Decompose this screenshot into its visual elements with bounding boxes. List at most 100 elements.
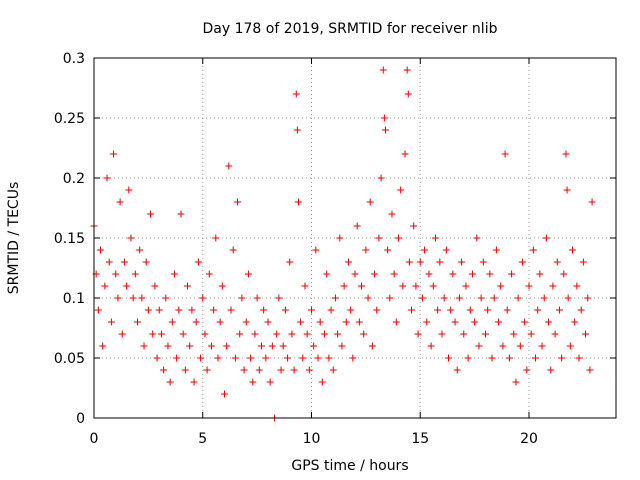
data-point bbox=[542, 234, 550, 242]
data-point bbox=[251, 330, 259, 338]
data-point bbox=[260, 306, 268, 314]
data-point bbox=[308, 306, 315, 314]
data-point bbox=[482, 330, 489, 338]
data-point bbox=[466, 306, 474, 314]
data-point bbox=[310, 342, 318, 350]
data-point bbox=[334, 330, 342, 338]
data-point bbox=[586, 366, 594, 374]
data-point bbox=[442, 246, 450, 254]
data-point bbox=[414, 330, 422, 338]
data-point bbox=[118, 330, 126, 338]
data-point bbox=[468, 270, 476, 278]
data-point bbox=[390, 270, 398, 278]
data-point bbox=[199, 294, 207, 302]
data-point bbox=[366, 198, 374, 206]
data-point bbox=[247, 354, 255, 362]
data-point bbox=[584, 294, 592, 302]
data-point bbox=[149, 330, 157, 338]
data-point bbox=[253, 294, 261, 302]
data-point bbox=[438, 330, 446, 338]
data-point bbox=[516, 342, 524, 350]
data-point bbox=[416, 258, 424, 266]
x-tick-label: 20 bbox=[520, 431, 538, 447]
data-point bbox=[492, 246, 500, 254]
data-point bbox=[327, 306, 335, 314]
data-point bbox=[558, 354, 566, 362]
data-point bbox=[194, 258, 202, 266]
data-point bbox=[275, 294, 283, 302]
data-point bbox=[405, 258, 413, 266]
data-point bbox=[575, 354, 583, 362]
data-point bbox=[410, 222, 418, 230]
data-point bbox=[264, 318, 272, 326]
data-point bbox=[268, 342, 276, 350]
data-point bbox=[401, 150, 409, 158]
data-point bbox=[153, 354, 161, 362]
data-point bbox=[290, 366, 298, 374]
data-point bbox=[436, 258, 444, 266]
data-point bbox=[563, 186, 571, 194]
data-point bbox=[281, 306, 289, 314]
data-point bbox=[364, 294, 372, 302]
data-point bbox=[521, 318, 529, 326]
data-point bbox=[179, 330, 187, 338]
data-point bbox=[292, 90, 300, 98]
data-point bbox=[475, 342, 483, 350]
data-point bbox=[462, 282, 470, 290]
data-point bbox=[555, 306, 563, 314]
data-point bbox=[497, 282, 505, 290]
data-point bbox=[582, 330, 590, 338]
data-point bbox=[451, 318, 459, 326]
data-point bbox=[242, 318, 250, 326]
y-tick-label: 0.1 bbox=[63, 291, 85, 307]
data-point bbox=[499, 342, 507, 350]
data-point bbox=[423, 318, 431, 326]
data-point bbox=[175, 306, 183, 314]
data-point bbox=[286, 258, 294, 266]
data-point bbox=[323, 270, 331, 278]
data-point bbox=[529, 246, 537, 254]
data-point bbox=[403, 66, 411, 74]
data-point bbox=[473, 234, 481, 242]
data-point bbox=[551, 330, 559, 338]
data-point bbox=[377, 174, 385, 182]
data-point bbox=[94, 306, 102, 314]
data-point bbox=[257, 342, 265, 350]
data-point bbox=[523, 366, 531, 374]
data-point bbox=[340, 282, 348, 290]
data-point bbox=[155, 306, 163, 314]
data-point bbox=[525, 282, 533, 290]
data-point bbox=[488, 354, 496, 362]
data-point bbox=[384, 246, 392, 254]
data-point bbox=[299, 354, 307, 362]
data-point bbox=[297, 318, 305, 326]
data-point bbox=[571, 318, 579, 326]
data-point bbox=[134, 318, 141, 326]
data-point bbox=[101, 282, 109, 290]
data-point bbox=[214, 354, 222, 362]
data-point bbox=[360, 330, 368, 338]
data-point bbox=[440, 294, 448, 302]
data-point bbox=[421, 246, 429, 254]
data-point bbox=[262, 354, 270, 362]
data-point bbox=[536, 270, 544, 278]
data-point bbox=[501, 150, 509, 158]
y-tick-label: 0 bbox=[76, 411, 85, 427]
data-point bbox=[458, 258, 466, 266]
data-point bbox=[210, 306, 218, 314]
data-point bbox=[399, 282, 407, 290]
y-tick-label: 0.25 bbox=[54, 111, 85, 127]
x-tick-label: 5 bbox=[198, 431, 207, 447]
data-point bbox=[429, 282, 437, 290]
data-point bbox=[157, 330, 165, 338]
data-point bbox=[181, 366, 189, 374]
data-point bbox=[453, 366, 461, 374]
data-point bbox=[103, 174, 111, 182]
data-point bbox=[351, 270, 359, 278]
data-point bbox=[147, 210, 155, 218]
data-point bbox=[273, 330, 281, 338]
y-tick-label: 0.15 bbox=[54, 231, 85, 247]
data-point bbox=[549, 282, 557, 290]
data-point bbox=[368, 342, 376, 350]
